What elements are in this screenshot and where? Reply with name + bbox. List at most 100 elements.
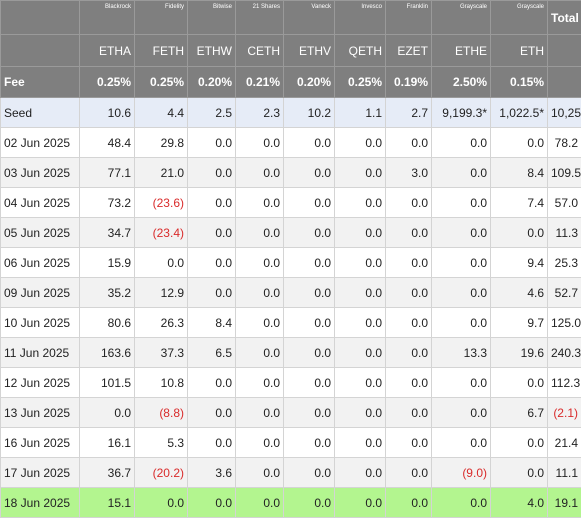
- flow-value-cell: 0.0: [284, 308, 335, 338]
- flow-value-cell: 0.0: [188, 428, 236, 458]
- row-date-cell: 18 Jun 2025: [1, 488, 80, 518]
- flow-value-cell: 0.0: [432, 188, 491, 218]
- flow-value-cell: 0.0: [335, 398, 386, 428]
- flow-value-cell: 0.0: [284, 248, 335, 278]
- flow-value-cell: 16.1: [80, 428, 135, 458]
- row-date-cell: 04 Jun 2025: [1, 188, 80, 218]
- issuer-header-cell: Grayscale: [432, 1, 491, 35]
- flow-value-cell: (8.8): [135, 398, 188, 428]
- flow-value-cell: 35.2: [80, 278, 135, 308]
- flow-value-cell: 9.4: [491, 248, 548, 278]
- flow-value-cell: 0.0: [236, 188, 284, 218]
- flow-value-cell: 0.0: [335, 308, 386, 338]
- flow-value-cell: 0.0: [236, 368, 284, 398]
- flow-value-cell: 0.0: [386, 428, 432, 458]
- flow-value-cell: 0.0: [432, 488, 491, 518]
- row-total-cell: 25.3: [548, 248, 581, 278]
- flow-value-cell: 0.0: [80, 398, 135, 428]
- flow-value-cell: 0.0: [335, 428, 386, 458]
- flow-value-cell: 0.0: [188, 278, 236, 308]
- ticker-header-cell: ETHV: [284, 35, 335, 67]
- flow-value-cell: (23.4): [135, 218, 188, 248]
- flow-value-cell: 0.0: [491, 128, 548, 158]
- row-total-cell: 19.1: [548, 488, 581, 518]
- flow-value-cell: 0.0: [236, 488, 284, 518]
- flow-value-cell: (23.6): [135, 188, 188, 218]
- flow-value-cell: 0.0: [335, 218, 386, 248]
- issuer-header-cell: Invesco: [335, 1, 386, 35]
- flow-value-cell: 101.5: [80, 368, 135, 398]
- row-total-cell: 21.4: [548, 428, 581, 458]
- flow-value-cell: 0.0: [284, 128, 335, 158]
- ticker-header-cell: EZET: [386, 35, 432, 67]
- flow-value-cell: 0.0: [432, 218, 491, 248]
- flow-value-cell: 0.0: [386, 278, 432, 308]
- flow-value-cell: 0.0: [236, 308, 284, 338]
- flow-value-cell: 0.0: [188, 398, 236, 428]
- row-total-cell: 52.7: [548, 278, 581, 308]
- fee-cell: 0.25%: [135, 67, 188, 98]
- flow-value-cell: 19.6: [491, 338, 548, 368]
- flow-value-cell: 0.0: [236, 128, 284, 158]
- flow-value-cell: 0.0: [188, 128, 236, 158]
- row-date-cell: 17 Jun 2025: [1, 458, 80, 488]
- issuer-header-cell: Fidelity: [135, 1, 188, 35]
- flow-value-cell: 0.0: [135, 248, 188, 278]
- flow-value-cell: 0.0: [188, 188, 236, 218]
- flow-value-cell: 0.0: [236, 428, 284, 458]
- row-date-cell: 05 Jun 2025: [1, 218, 80, 248]
- flow-value-cell: 29.8: [135, 128, 188, 158]
- issuer-header-cell: [1, 1, 80, 35]
- flow-value-cell: 0.0: [432, 278, 491, 308]
- flow-value-cell: 0.0: [386, 368, 432, 398]
- flow-value-cell: 48.4: [80, 128, 135, 158]
- fee-cell: 0.15%: [491, 67, 548, 98]
- fee-cell: 0.25%: [335, 67, 386, 98]
- row-total-cell: 10,255: [548, 98, 581, 128]
- fee-cell: 0.21%: [236, 67, 284, 98]
- flow-value-cell: 0.0: [284, 338, 335, 368]
- flow-value-cell: 0.0: [284, 458, 335, 488]
- flow-value-cell: 0.0: [386, 338, 432, 368]
- ticker-header-cell: QETH: [335, 35, 386, 67]
- total-header: Total: [548, 1, 581, 35]
- flow-value-cell: 0.0: [335, 248, 386, 278]
- flow-value-cell: 0.0: [236, 398, 284, 428]
- flow-value-cell: 37.3: [135, 338, 188, 368]
- flow-value-cell: 0.0: [236, 218, 284, 248]
- fee-cell: 0.19%: [386, 67, 432, 98]
- flow-value-cell: 0.0: [284, 368, 335, 398]
- ticker-header-cell: CETH: [236, 35, 284, 67]
- flow-value-cell: 0.0: [188, 158, 236, 188]
- row-date-cell: 06 Jun 2025: [1, 248, 80, 278]
- flow-value-cell: 0.0: [188, 368, 236, 398]
- flow-value-cell: 8.4: [491, 158, 548, 188]
- flow-value-cell: 0.0: [432, 248, 491, 278]
- flow-value-cell: 0.0: [432, 368, 491, 398]
- flow-value-cell: 4.6: [491, 278, 548, 308]
- flow-value-cell: 0.0: [335, 128, 386, 158]
- fee-cell: [548, 67, 581, 98]
- row-date-cell: Seed: [1, 98, 80, 128]
- flow-value-cell: 0.0: [386, 218, 432, 248]
- row-date-cell: 12 Jun 2025: [1, 368, 80, 398]
- row-date-cell: 16 Jun 2025: [1, 428, 80, 458]
- flow-value-cell: 26.3: [135, 308, 188, 338]
- flow-value-cell: 80.6: [80, 308, 135, 338]
- flow-value-cell: 2.3: [236, 98, 284, 128]
- row-total-cell: 109.5: [548, 158, 581, 188]
- issuer-header-cell: Blackrock: [80, 1, 135, 35]
- row-total-cell: 112.3: [548, 368, 581, 398]
- row-total-cell: 11.3: [548, 218, 581, 248]
- flow-value-cell: 0.0: [432, 158, 491, 188]
